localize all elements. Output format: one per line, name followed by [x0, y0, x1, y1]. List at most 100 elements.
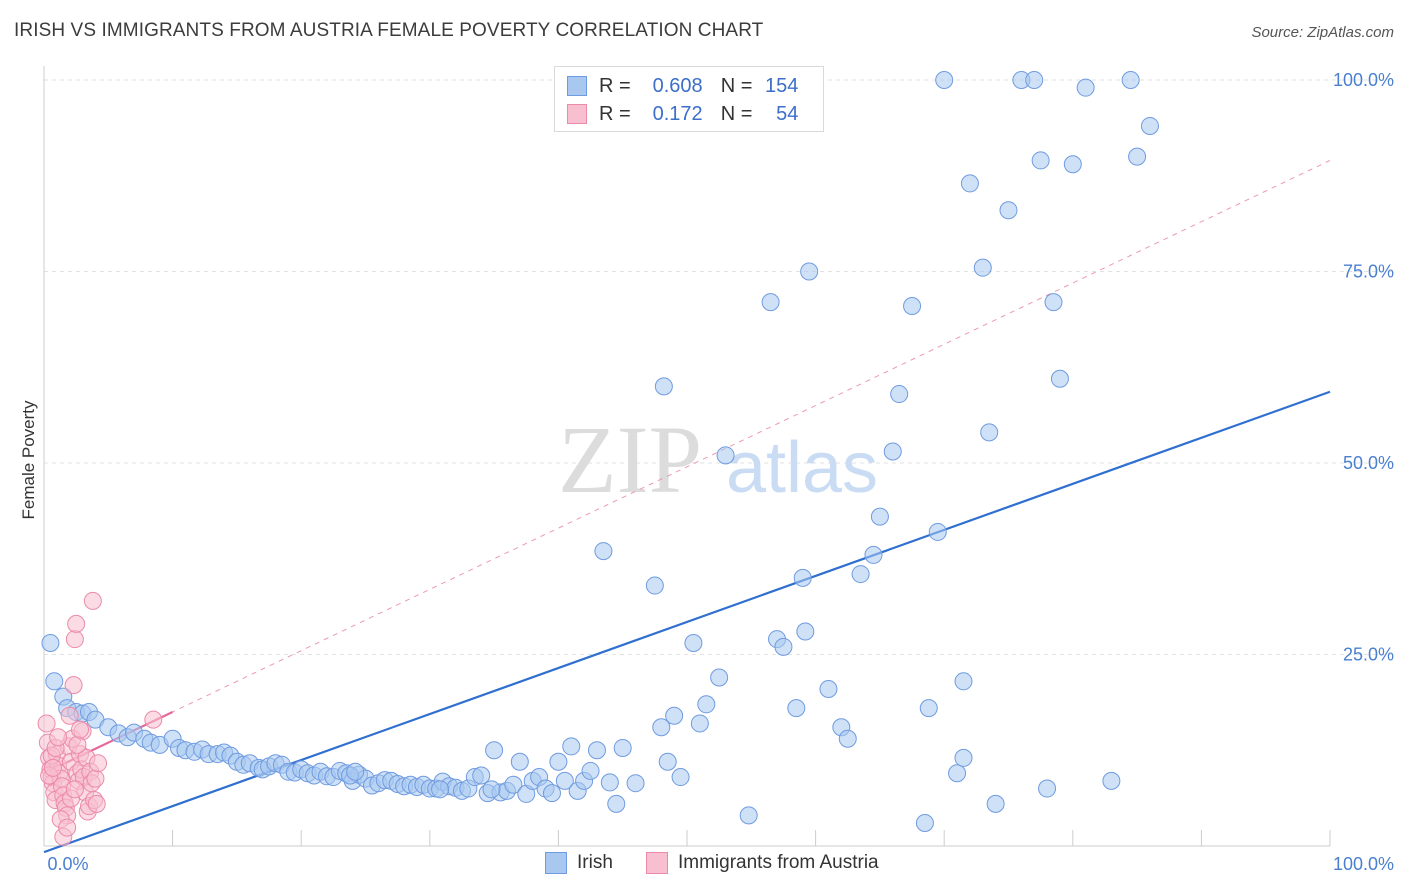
point-irish — [607, 794, 626, 813]
correlation-legend: R = 0.608 N = 154 R = 0.172 N = 54 — [554, 66, 824, 132]
point-irish — [761, 293, 780, 312]
legend-r-value: 0.608 — [652, 74, 703, 97]
point-austria — [144, 710, 163, 729]
point-irish — [1121, 71, 1140, 89]
point-irish — [562, 737, 581, 756]
grid-lines — [44, 79, 1394, 655]
point-irish — [1031, 151, 1050, 170]
legend-row-austria: R = 0.172 N = 54 — [567, 102, 798, 126]
point-irish — [594, 542, 613, 561]
point-austria — [89, 754, 108, 773]
y-tick-label: 50.0% — [1343, 453, 1394, 473]
point-irish — [472, 766, 491, 785]
point-irish — [346, 762, 365, 781]
point-irish — [954, 672, 973, 691]
point-irish — [793, 568, 812, 587]
watermark-atlas: atlas — [726, 428, 878, 508]
point-irish — [671, 768, 690, 787]
watermark: ZIP atlas — [558, 406, 878, 513]
point-irish — [645, 576, 664, 595]
point-irish — [485, 741, 504, 760]
point-irish — [1102, 771, 1121, 790]
point-irish — [41, 634, 60, 653]
point-austria — [65, 630, 84, 649]
point-irish — [870, 507, 889, 526]
point-irish — [697, 695, 716, 714]
point-austria — [44, 758, 63, 777]
series-label-irish: Irish — [577, 852, 613, 873]
series-swatch-irish — [545, 852, 567, 874]
legend-r-value: 0.172 — [652, 102, 703, 125]
point-irish — [716, 446, 735, 465]
series-legend-irish[interactable]: Irish — [545, 852, 613, 874]
point-irish — [890, 385, 909, 404]
point-irish — [652, 718, 671, 737]
point-irish — [626, 774, 645, 793]
tick-labels: 25.0% 50.0% 75.0% 100.0% 0.0% 100.0% — [47, 70, 1394, 874]
point-austria — [60, 706, 79, 725]
point-austria — [64, 676, 83, 695]
point-irish — [935, 71, 954, 89]
point-austria — [87, 794, 106, 813]
legend-swatch-austria — [567, 104, 587, 124]
point-irish — [915, 814, 934, 833]
point-irish — [654, 377, 673, 396]
point-irish — [800, 262, 819, 281]
point-irish — [986, 794, 1005, 813]
x-tick-label: 100.0% — [1333, 854, 1394, 874]
point-irish — [948, 764, 967, 783]
series-legend: Irish Immigrants from Austria — [0, 852, 1406, 878]
point-irish — [960, 174, 979, 193]
point-irish — [482, 780, 501, 799]
point-irish — [864, 545, 883, 564]
point-irish — [954, 748, 973, 767]
point-irish — [555, 771, 574, 790]
point-irish — [587, 741, 606, 760]
point-irish — [510, 752, 529, 771]
point-irish — [1044, 293, 1063, 312]
point-irish — [1050, 369, 1069, 388]
legend-r-label: R = — [599, 102, 631, 125]
point-austria — [71, 720, 90, 739]
trend-line-austria-extended — [43, 159, 1331, 774]
point-irish — [1063, 155, 1082, 174]
y-tick-label: 75.0% — [1343, 262, 1394, 282]
point-irish — [883, 442, 902, 461]
legend-n-value: 154 — [765, 74, 799, 97]
point-irish — [851, 565, 870, 584]
legend-swatch-irish — [567, 76, 587, 96]
point-irish — [1038, 779, 1057, 798]
series-legend-austria[interactable]: Immigrants from Austria — [646, 852, 879, 874]
point-irish — [1076, 78, 1095, 97]
point-austria — [58, 818, 77, 837]
point-irish — [613, 738, 632, 757]
point-irish — [581, 761, 600, 780]
point-irish — [774, 637, 793, 656]
legend-n-label: N = — [720, 74, 753, 97]
legend-n-label: N = — [720, 102, 753, 125]
point-irish — [45, 672, 64, 691]
point-irish — [819, 679, 838, 698]
point-irish — [919, 699, 938, 718]
legend-row-irish: R = 0.608 N = 154 — [567, 74, 798, 98]
y-tick-label: 25.0% — [1343, 645, 1394, 665]
point-irish — [838, 729, 857, 748]
point-austria — [67, 614, 86, 633]
legend-r-label: R = — [599, 74, 631, 97]
point-irish — [903, 296, 922, 315]
point-austria — [68, 735, 87, 754]
point-irish — [431, 780, 450, 799]
point-irish — [973, 258, 992, 277]
point-irish — [1025, 71, 1044, 89]
point-irish — [542, 784, 561, 803]
point-irish — [999, 201, 1018, 220]
point-irish — [739, 806, 758, 825]
y-tick-label: 100.0% — [1333, 70, 1394, 90]
series-swatch-austria — [646, 852, 668, 874]
point-irish — [796, 622, 815, 641]
point-irish — [928, 522, 947, 541]
point-austria — [49, 728, 68, 747]
point-austria — [83, 591, 102, 610]
point-irish — [1128, 147, 1147, 166]
